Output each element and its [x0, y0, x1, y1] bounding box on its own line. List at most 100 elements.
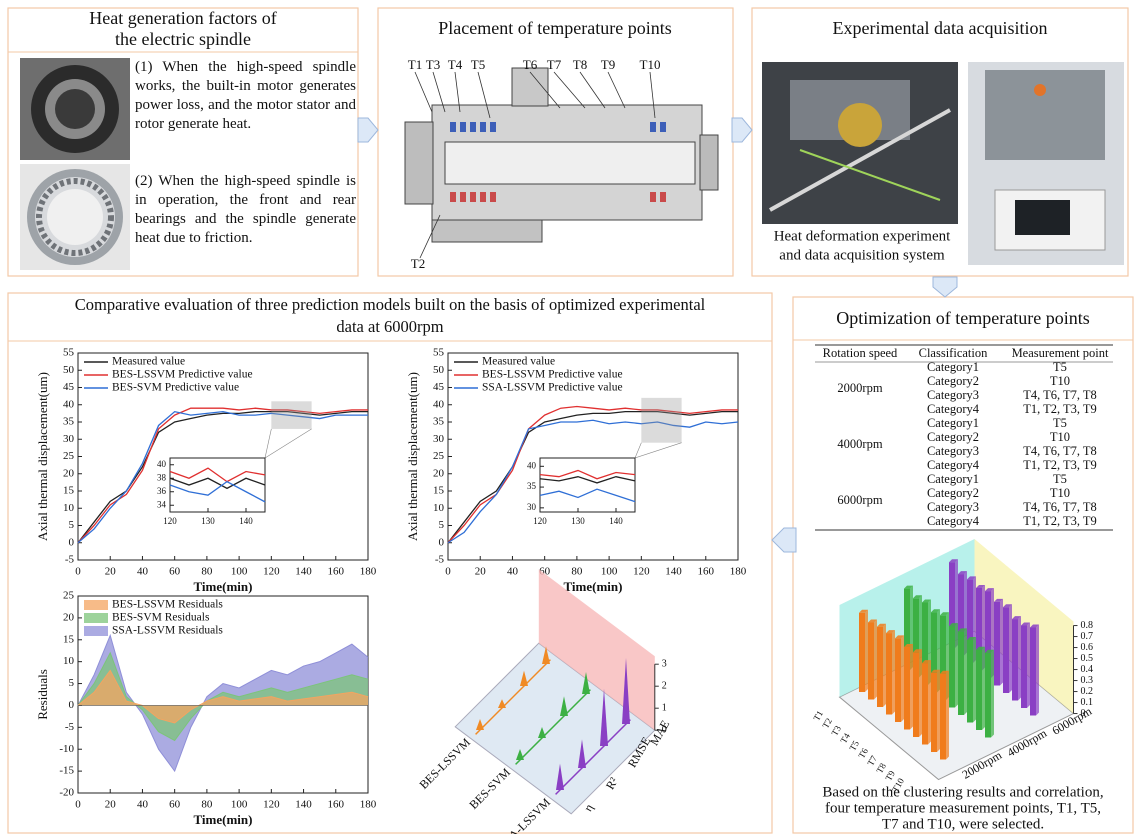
x-tick-label: 100 — [601, 566, 618, 578]
table-header: Classification — [919, 346, 988, 360]
bar — [859, 613, 865, 692]
daq-photo — [968, 62, 1124, 265]
x-tick-label: 160 — [328, 566, 345, 578]
y-tick-label: 34 — [157, 499, 167, 509]
y-tick-label: -10 — [59, 743, 74, 755]
bar-side — [973, 637, 976, 723]
y-tick-label: 0 — [69, 699, 75, 711]
arrow — [933, 277, 957, 297]
y-tick-label: -20 — [59, 787, 74, 799]
x-tick-label: 130 — [571, 516, 585, 526]
z-tick-label: 3 — [662, 658, 667, 669]
point-label: T3 — [426, 57, 440, 72]
y-tick-label: 50 — [63, 364, 75, 376]
y-tick-label: 15 — [63, 485, 75, 497]
legend-label: SSA-LSSVM Predictive value — [482, 382, 623, 394]
legend-label: SSA-LSSVM Residuals — [112, 625, 223, 637]
bar — [931, 673, 937, 752]
panel-title: Comparative evaluation of three predicti… — [75, 295, 706, 314]
point-label: T1 — [408, 57, 422, 72]
bar-side — [964, 628, 967, 715]
point-label: T9 — [601, 57, 615, 72]
legend-swatch — [84, 613, 108, 623]
table-cell: Category2 — [927, 374, 979, 388]
table-cell: T10 — [1050, 430, 1070, 444]
y-tick-label: 40 — [63, 398, 75, 410]
x-tick-label: 20 — [105, 566, 117, 578]
x-tick-label: 180 — [360, 799, 377, 811]
bar-side — [955, 623, 958, 707]
arrow — [772, 528, 796, 552]
x-tick-label: 100 — [231, 799, 248, 811]
x-tick-label: 120 — [163, 516, 177, 526]
table-cell: T1, T2, T3, T9 — [1023, 514, 1097, 528]
x-tick-label: 140 — [239, 516, 253, 526]
bar-side — [901, 635, 904, 722]
panel-title: Heat generation factors of — [89, 8, 276, 28]
arrow — [358, 118, 378, 142]
bar — [949, 626, 955, 707]
point-label: T4 — [448, 57, 463, 72]
y-tick-label: 55 — [433, 347, 445, 359]
bar — [904, 647, 910, 730]
bar-side — [919, 649, 922, 737]
legend-label: BES-LSSVM Residuals — [112, 599, 223, 611]
z-tick-label: 0.6 — [1081, 642, 1094, 653]
panel-title: Experimental data acquisition — [833, 18, 1048, 38]
bar-side — [1009, 604, 1012, 693]
bar — [985, 653, 991, 738]
table-cell: Category4 — [927, 514, 980, 528]
bar-side — [865, 610, 868, 692]
zoom-window — [641, 398, 681, 443]
panel-title: the electric spindle — [115, 29, 251, 49]
x-tick-label: 60 — [169, 799, 181, 811]
z-tick-label: 0.3 — [1081, 675, 1094, 686]
bar — [958, 631, 964, 715]
bar — [1003, 607, 1009, 693]
conclusion: Based on the clustering results and corr… — [822, 784, 1103, 800]
x-tick-label: 40 — [507, 566, 519, 578]
y-tick-label: 40 — [157, 459, 167, 469]
legend-swatch — [84, 626, 108, 636]
bar — [895, 638, 901, 722]
z-tick-label: 0.2 — [1081, 686, 1094, 697]
y-tick-label: 45 — [433, 381, 445, 393]
x-tick-label: 120 — [633, 566, 650, 578]
y-tick-label: 36 — [157, 486, 167, 496]
caption: Heat deformation experiment — [774, 228, 951, 244]
bar-side — [1018, 616, 1021, 700]
panel-title: Placement of temperature points — [438, 18, 671, 38]
caption: and data acquisition system — [779, 247, 945, 263]
y-tick-label: 25 — [63, 450, 75, 462]
y-tick-label: -15 — [59, 765, 74, 777]
bar — [1030, 628, 1036, 716]
bar-side — [1036, 625, 1039, 716]
factor-text: (2) When the high-speed spindle is in op… — [135, 172, 356, 248]
y-tick-label: 15 — [63, 633, 75, 645]
table-cell: T10 — [1050, 486, 1070, 500]
bar — [940, 674, 946, 760]
table-header: Measurement point — [1012, 346, 1109, 360]
legend-label: Measured value — [112, 356, 185, 368]
legend-label: BES-LSSVM Predictive value — [112, 369, 253, 381]
y-tick-label: 5 — [69, 519, 75, 531]
y-tick-label: 15 — [433, 485, 445, 497]
z-tick-label: 1 — [662, 702, 667, 713]
y-tick-label: 0 — [439, 536, 445, 548]
table-cell: T4, T6, T7, T8 — [1023, 500, 1097, 514]
table-cell: T5 — [1053, 360, 1067, 374]
x-tick-label: 180 — [730, 566, 747, 578]
z-tick-label: 0.5 — [1081, 653, 1094, 664]
bar-side — [1027, 623, 1030, 709]
bar — [913, 652, 919, 737]
y-tick-label: 35 — [63, 416, 75, 428]
table-header: Rotation speed — [823, 346, 898, 360]
bar-side — [883, 624, 886, 707]
x-tick-label: 0 — [75, 799, 81, 811]
bar — [1021, 626, 1027, 709]
legend-label: BES-LSSVM Predictive value — [482, 369, 623, 381]
x-axis-label: Time(min) — [194, 579, 253, 594]
x-tick-label: 180 — [360, 566, 377, 578]
bar-side — [991, 650, 994, 738]
table-cell: Category1 — [927, 472, 979, 486]
